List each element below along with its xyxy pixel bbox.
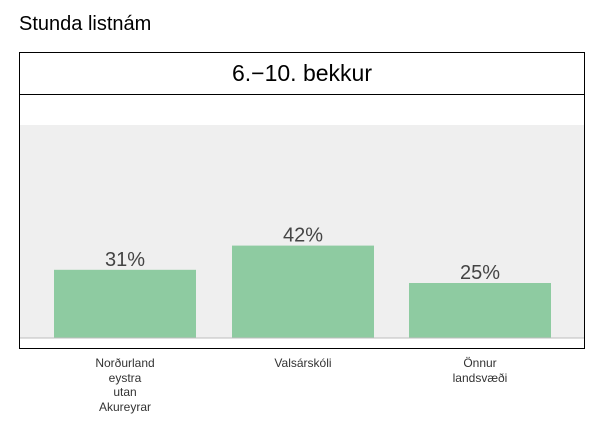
bar-value-label: 42% [283, 225, 323, 247]
panel-header: 6.−10. bekkur [20, 53, 584, 95]
category-label-line: eystra [108, 370, 142, 385]
bar [409, 283, 551, 338]
bar-value-label: 31% [105, 249, 145, 271]
bar [232, 245, 374, 338]
bar-value-label: 25% [460, 262, 500, 284]
category-label: Norðurland eystra utan Akureyrar [55, 356, 195, 414]
category-label-line: Norðurland [95, 356, 155, 370]
page-title: Stunda listnám [19, 13, 152, 35]
category-label-line: Akureyrar [98, 399, 151, 414]
bar [54, 269, 196, 338]
category-label-line: Valsárskóli [274, 356, 332, 370]
category-label-line: utan [113, 385, 137, 399]
category-label-line: Önnur [463, 356, 497, 370]
category-label: Valsárskóli [233, 356, 373, 371]
category-label-line: landsvæði [452, 370, 508, 385]
category-label: Önnur landsvæði [410, 356, 550, 385]
